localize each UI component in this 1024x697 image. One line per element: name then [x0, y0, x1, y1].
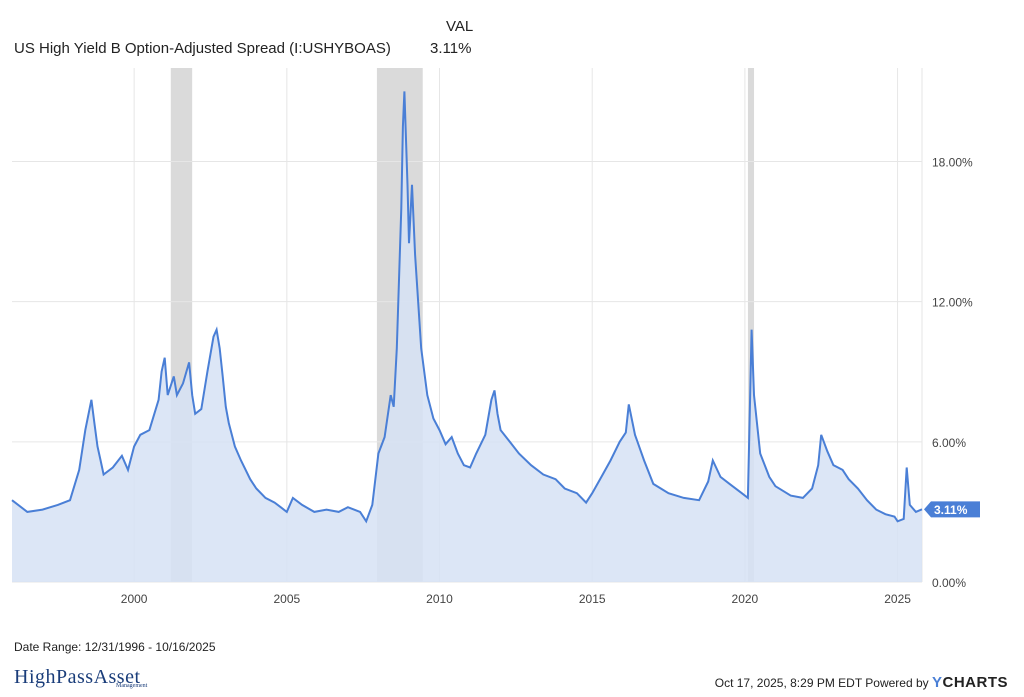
last-value-badge: 3.11% [924, 501, 980, 518]
y-tick-label-3: 18.00% [932, 155, 973, 169]
footer-credit: Oct 17, 2025, 8:29 PM EDT Powered by YCH… [715, 674, 1008, 691]
logo-subtext: Management [116, 683, 148, 689]
ycharts-logo-rest: CHARTS [942, 674, 1008, 691]
spread-area-fill [12, 91, 922, 583]
last-value-badge-label: 3.11% [934, 503, 968, 517]
last-value-badge-shape [924, 501, 980, 518]
y-tick-label-0: 0.00% [932, 576, 966, 590]
date-range: Date Range: 12/31/1996 - 10/16/2025 [14, 640, 216, 654]
y-axis-labels: 0.00% 6.00% 12.00% 18.00% [932, 155, 973, 590]
company-logo: HighPassAsset Management [12, 656, 162, 690]
y-tick-label-2: 12.00% [932, 296, 973, 310]
x-tick-label-1: 2005 [273, 592, 300, 606]
x-tick-label-2: 2010 [426, 592, 453, 606]
series-current-value: 3.11% [430, 40, 472, 57]
ycharts-logo-y: Y [931, 674, 943, 691]
spread-line [11, 91, 923, 524]
x-axis-labels: 2000 2005 2010 2015 2020 2025 [121, 592, 911, 606]
logo-text: HighPassAsset [14, 666, 141, 688]
recession-band-2 [747, 68, 755, 582]
x-tick-label-0: 2000 [121, 592, 148, 606]
spread-chart: 0.00%6.00%12.00%18.00% 2000 2005 2010 2015 2… [11, 68, 980, 606]
ycharts-logo[interactable]: YCHARTS [932, 674, 1008, 691]
x-tick-label-5: 2025 [884, 592, 911, 606]
x-tick-label-4: 2020 [732, 592, 759, 606]
series-name: US High Yield B Option-Adjusted Spread (… [14, 40, 391, 57]
timestamp: Oct 17, 2025, 8:29 PM EDT Powered by [714, 676, 929, 690]
legend-value-heading: VAL [446, 18, 474, 35]
x-tick-label-3: 2015 [579, 592, 606, 606]
y-tick-label-1: 6.00% [932, 436, 966, 450]
